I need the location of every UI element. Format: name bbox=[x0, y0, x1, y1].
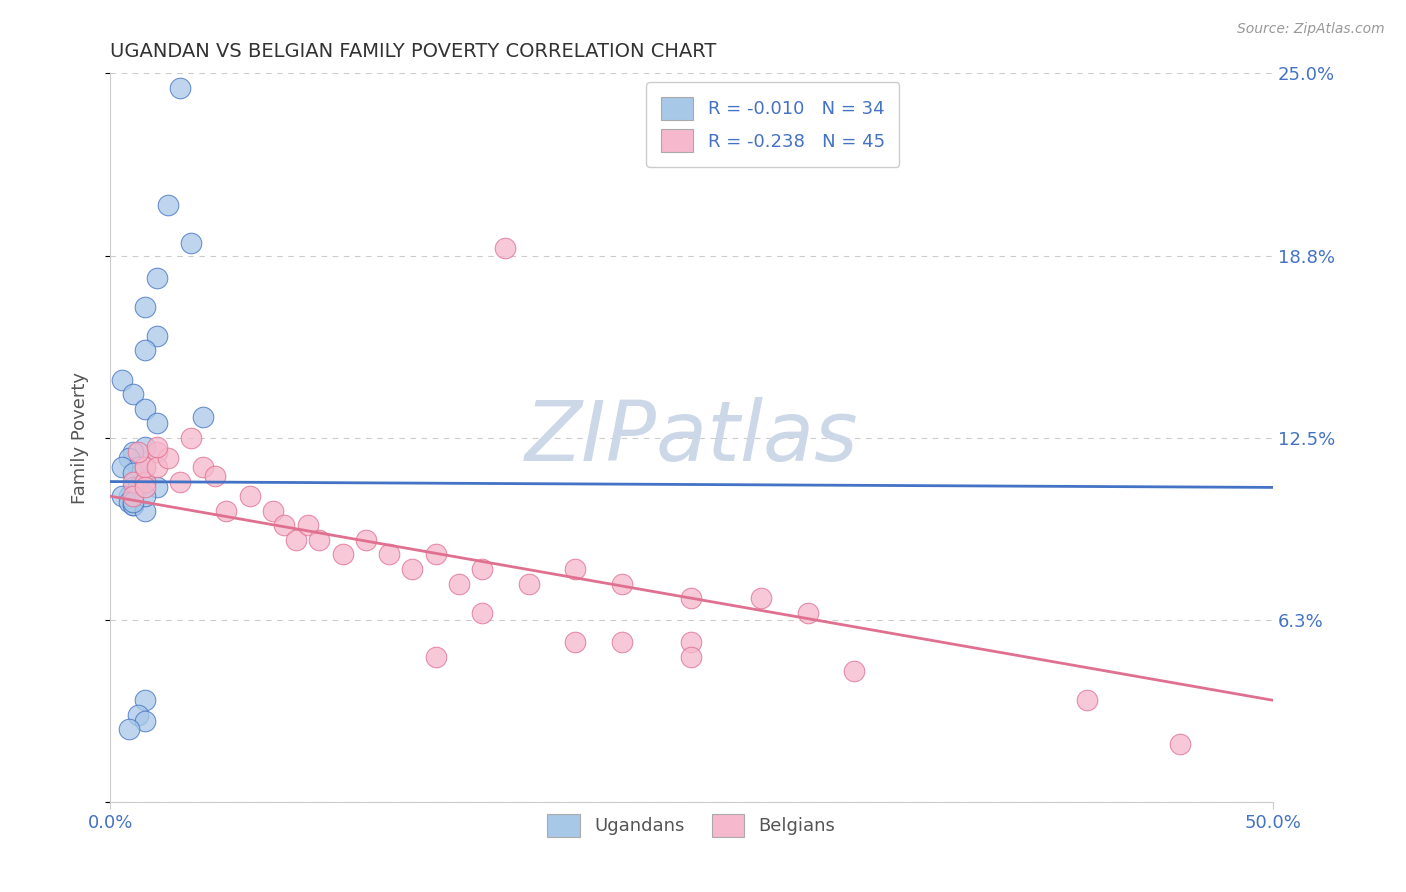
Text: UGANDAN VS BELGIAN FAMILY POVERTY CORRELATION CHART: UGANDAN VS BELGIAN FAMILY POVERTY CORREL… bbox=[110, 42, 717, 61]
Point bbox=[157, 451, 180, 466]
Point bbox=[517, 576, 540, 591]
Point bbox=[134, 343, 156, 358]
Point bbox=[127, 445, 149, 459]
Legend: Ugandans, Belgians: Ugandans, Belgians bbox=[540, 806, 842, 844]
Point bbox=[681, 649, 703, 664]
Point bbox=[297, 518, 319, 533]
Point bbox=[111, 372, 134, 386]
Point bbox=[134, 489, 156, 503]
Point bbox=[145, 270, 167, 285]
Point bbox=[401, 562, 423, 576]
Text: ZIPatlas: ZIPatlas bbox=[524, 397, 858, 478]
Point bbox=[564, 562, 586, 576]
Point bbox=[122, 466, 145, 480]
Point bbox=[447, 576, 470, 591]
Point bbox=[239, 489, 262, 503]
Point bbox=[494, 241, 516, 255]
Point bbox=[122, 445, 145, 459]
Point bbox=[425, 649, 447, 664]
Point bbox=[127, 707, 149, 722]
Point bbox=[610, 576, 633, 591]
Point bbox=[1168, 737, 1191, 751]
Point bbox=[564, 635, 586, 649]
Point bbox=[796, 606, 818, 620]
Point bbox=[471, 606, 494, 620]
Point bbox=[111, 489, 134, 503]
Point bbox=[122, 475, 145, 489]
Point bbox=[145, 460, 167, 475]
Point bbox=[215, 504, 238, 518]
Point bbox=[145, 445, 167, 459]
Point bbox=[842, 664, 865, 678]
Point bbox=[122, 480, 145, 494]
Point bbox=[134, 714, 156, 728]
Point bbox=[134, 300, 156, 314]
Point bbox=[1076, 693, 1098, 707]
Point bbox=[134, 480, 156, 494]
Point bbox=[122, 498, 145, 512]
Point bbox=[122, 489, 145, 503]
Point bbox=[681, 591, 703, 606]
Point bbox=[610, 635, 633, 649]
Point bbox=[378, 548, 401, 562]
Point bbox=[191, 460, 214, 475]
Text: Source: ZipAtlas.com: Source: ZipAtlas.com bbox=[1237, 22, 1385, 37]
Point bbox=[145, 480, 167, 494]
Point bbox=[118, 723, 141, 737]
Y-axis label: Family Poverty: Family Poverty bbox=[72, 372, 89, 504]
Point bbox=[134, 460, 156, 475]
Point bbox=[471, 562, 494, 576]
Point bbox=[134, 460, 156, 475]
Point bbox=[134, 475, 156, 489]
Point bbox=[749, 591, 772, 606]
Point bbox=[354, 533, 377, 547]
Point bbox=[118, 489, 141, 503]
Point bbox=[425, 548, 447, 562]
Point bbox=[111, 460, 134, 475]
Point bbox=[332, 548, 354, 562]
Point bbox=[180, 431, 202, 445]
Point bbox=[308, 533, 330, 547]
Point bbox=[122, 495, 145, 509]
Point bbox=[681, 635, 703, 649]
Point bbox=[118, 495, 141, 509]
Point bbox=[134, 475, 156, 489]
Point bbox=[134, 440, 156, 454]
Point bbox=[134, 504, 156, 518]
Point bbox=[118, 451, 141, 466]
Point bbox=[122, 387, 145, 401]
Point bbox=[262, 504, 284, 518]
Point bbox=[285, 533, 308, 547]
Point bbox=[169, 475, 191, 489]
Point bbox=[273, 518, 295, 533]
Point bbox=[145, 440, 167, 454]
Point bbox=[122, 498, 145, 512]
Point bbox=[191, 410, 214, 425]
Point bbox=[145, 328, 167, 343]
Point bbox=[204, 468, 226, 483]
Point bbox=[134, 401, 156, 416]
Point bbox=[127, 480, 149, 494]
Point bbox=[145, 417, 167, 431]
Point bbox=[157, 197, 180, 211]
Point bbox=[134, 693, 156, 707]
Point bbox=[127, 460, 149, 475]
Point bbox=[180, 235, 202, 250]
Point bbox=[169, 81, 191, 95]
